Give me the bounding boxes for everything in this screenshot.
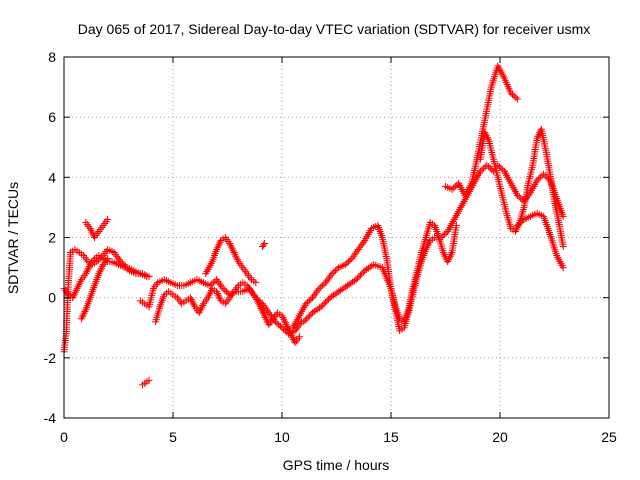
x-tick-label: 20 (492, 429, 508, 445)
x-tick-label: 5 (169, 429, 177, 445)
y-tick-label: -2 (44, 350, 57, 366)
y-tick-label: 4 (48, 169, 56, 185)
axis-ticks: -4 -2 0 2 4 6 8 0 5 10 15 20 25 (44, 49, 617, 445)
data-series-track-C (82, 216, 112, 241)
data-series-track-E (139, 376, 153, 389)
x-tick-label: 0 (60, 429, 68, 445)
y-tick-label: 8 (48, 49, 56, 65)
data-series-track-L (442, 62, 521, 199)
data-series-track-N (494, 161, 567, 220)
data-layer (60, 62, 567, 389)
data-series-track-G (152, 279, 303, 347)
grid (64, 57, 609, 418)
data-series-track-I (258, 240, 269, 250)
x-tick-label: 10 (274, 429, 290, 445)
x-axis-label: GPS time / hours (283, 457, 390, 473)
chart-title: Day 065 of 2017, Sidereal Day-to-day VTE… (78, 21, 591, 37)
y-tick-label: 2 (48, 230, 56, 246)
data-series-track-H (202, 234, 260, 287)
x-tick-label: 25 (601, 429, 617, 445)
y-tick-label: -4 (44, 410, 57, 426)
data-series-track-M (476, 125, 567, 250)
y-tick-label: 0 (48, 290, 56, 306)
x-tick-label: 15 (383, 429, 399, 445)
data-series-track-O (513, 209, 567, 272)
y-tick-label: 6 (48, 109, 56, 125)
data-series-track-D (77, 255, 112, 323)
y-axis-label: SDTVAR / TECUs (5, 182, 21, 294)
